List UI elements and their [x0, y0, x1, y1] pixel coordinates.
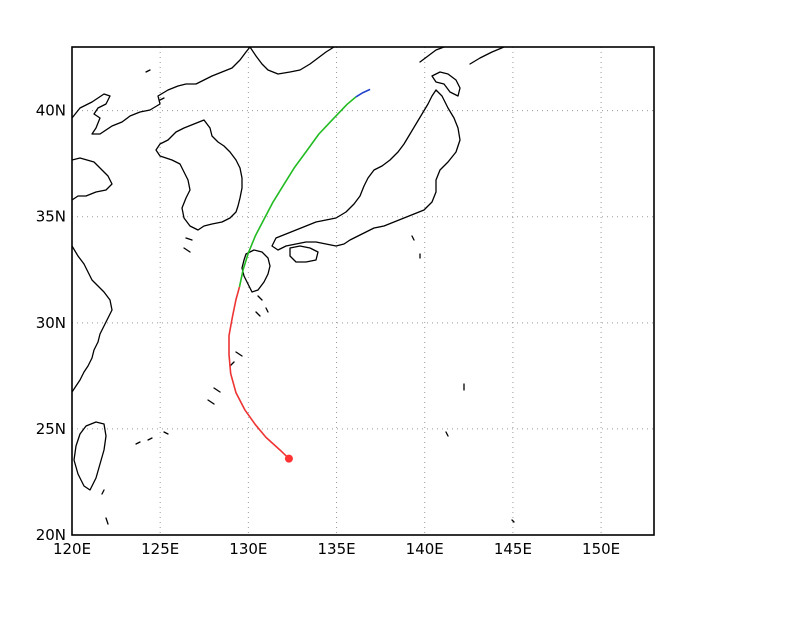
honshu-coastline: [271, 89, 461, 251]
hokkaido-coastline: [419, 47, 505, 97]
kyushu-coastline: [241, 249, 271, 293]
x-axis-ticks: 120E 125E 130E 135E 140E 145E 150E: [53, 540, 620, 558]
coastlines: [72, 47, 515, 525]
x-tick-label: 140E: [406, 540, 444, 558]
x-tick-label: 145E: [494, 540, 532, 558]
plot-frame: [71, 46, 655, 536]
ryukyu-islands: [101, 69, 515, 525]
y-tick-label: 40N: [36, 102, 66, 120]
track-segment-2: [238, 96, 357, 287]
x-tick-label: 135E: [317, 540, 355, 558]
y-tick-label: 35N: [36, 208, 66, 226]
korea-coastline: [155, 119, 243, 231]
x-tick-label: 120E: [53, 540, 91, 558]
russia-coastline: [249, 47, 335, 75]
taiwan-coastline: [73, 421, 107, 491]
y-axis-ticks: 20N 25N 30N 35N 40N: [36, 102, 66, 544]
track-start-marker: [284, 454, 293, 463]
shikoku-coastline: [289, 245, 319, 263]
y-tick-label: 25N: [36, 420, 66, 438]
x-tick-label: 125E: [141, 540, 179, 558]
track-segment-1: [228, 286, 290, 460]
mainland-coastline: [72, 47, 251, 393]
graticule: [72, 47, 654, 535]
track-segment-3: [355, 88, 371, 98]
y-tick-label: 30N: [36, 314, 66, 332]
x-tick-label: 130E: [229, 540, 267, 558]
x-tick-label: 150E: [582, 540, 620, 558]
storm-track: [228, 88, 371, 463]
y-tick-label: 20N: [36, 526, 66, 544]
